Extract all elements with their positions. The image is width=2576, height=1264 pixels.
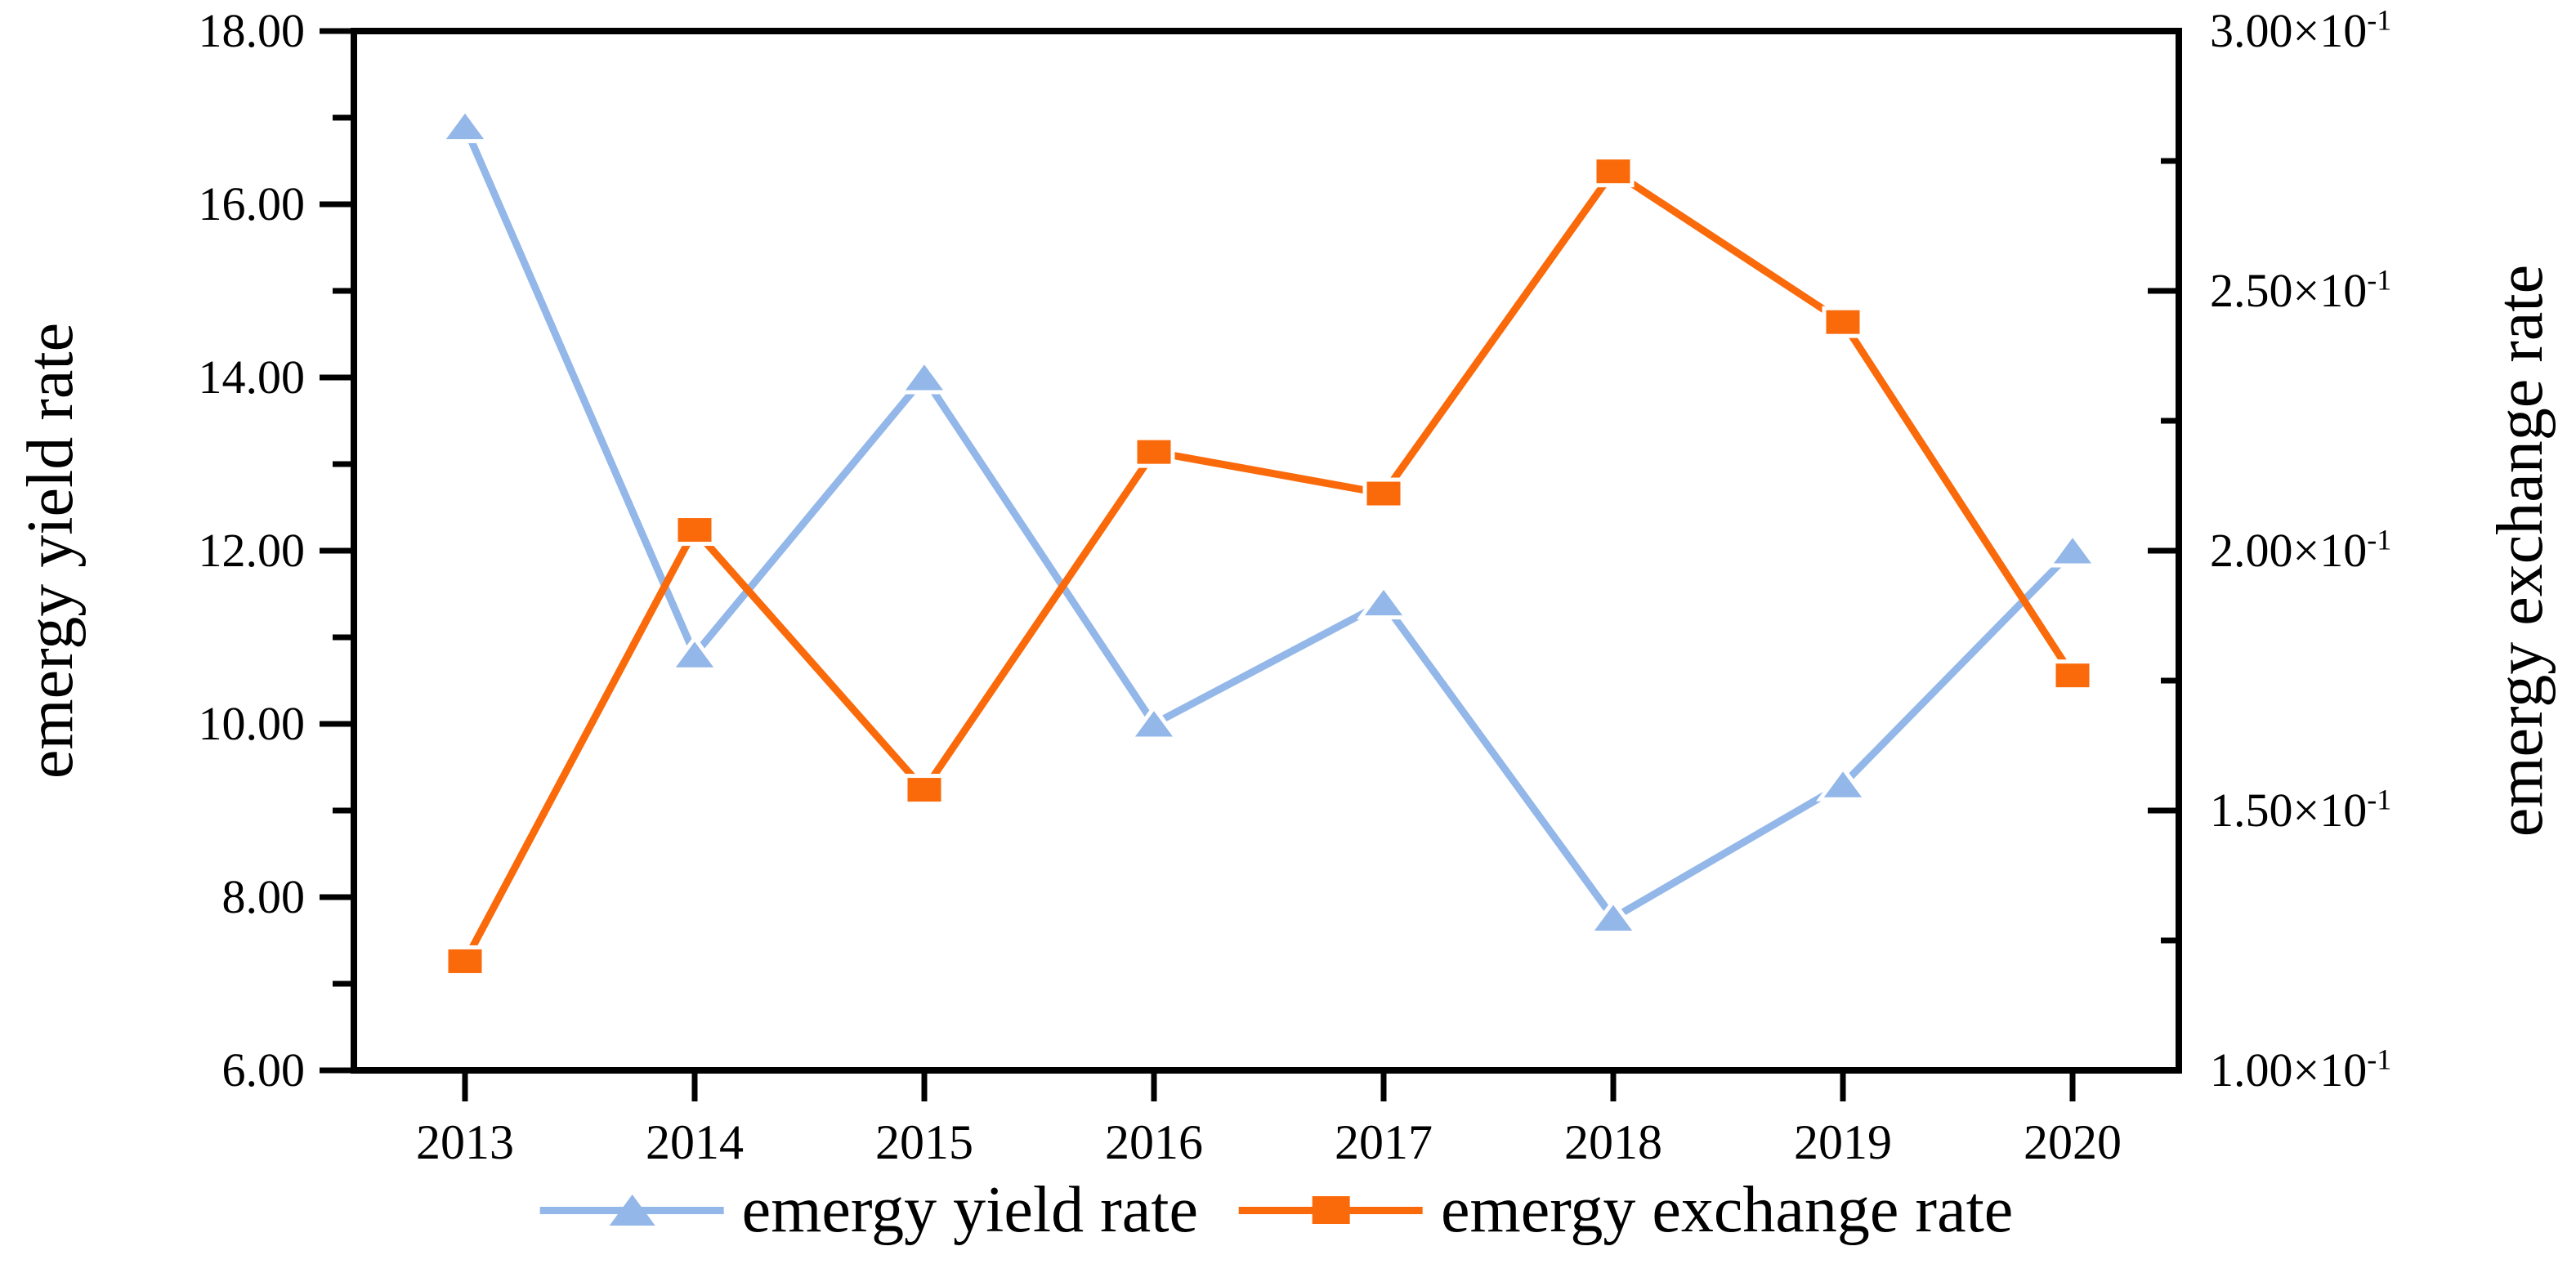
data-point-triangle bbox=[438, 106, 492, 144]
data-point-triangle bbox=[897, 357, 951, 395]
left-axis-tick-label: 16.00 bbox=[198, 177, 306, 230]
right-axis-tick-label: 2.50×10-1 bbox=[2210, 263, 2392, 317]
x-axis-year-label: 2016 bbox=[1105, 1115, 1203, 1169]
left-axis-tick-label: 14.00 bbox=[198, 351, 306, 404]
x-axis-year-label: 2017 bbox=[1335, 1115, 1433, 1169]
data-point-triangle bbox=[1357, 583, 1411, 620]
right-axis-tick-label: 2.00×10-1 bbox=[2210, 523, 2392, 577]
x-axis-year-label: 2020 bbox=[2024, 1115, 2122, 1169]
data-point-square bbox=[2051, 659, 2094, 692]
legend-label-yield: emergy yield rate bbox=[741, 1174, 1198, 1246]
data-point-square bbox=[444, 945, 486, 977]
right-axis-title: emergy exchange rate bbox=[2484, 264, 2556, 837]
legend-exchange-line-sample bbox=[1238, 1196, 1423, 1224]
series-line-exchange bbox=[462, 166, 2076, 963]
legend-square-marker-icon bbox=[1312, 1196, 1350, 1224]
data-point-square bbox=[1362, 477, 1405, 510]
data-point-triangle bbox=[668, 634, 722, 672]
data-point-square bbox=[1822, 306, 1864, 338]
left-axis-tick-label: 8.00 bbox=[221, 870, 306, 923]
data-point-triangle bbox=[1586, 898, 1640, 935]
right-axis-tick-label: 3.00×10-1 bbox=[2210, 3, 2392, 57]
left-axis-tick-label: 10.00 bbox=[198, 697, 306, 750]
x-axis-year-label: 2013 bbox=[416, 1115, 514, 1169]
data-point-triangle bbox=[1816, 764, 1870, 802]
legend-triangle-marker-icon bbox=[609, 1195, 655, 1226]
x-axis-year-label: 2015 bbox=[875, 1115, 973, 1169]
legend-label-exchange: emergy exchange rate bbox=[1440, 1174, 2014, 1246]
x-axis-year-label: 2014 bbox=[646, 1115, 744, 1169]
plot-frame bbox=[351, 28, 2182, 1074]
x-axis-year-label: 2019 bbox=[1794, 1115, 1892, 1169]
left-axis-tick-label: 6.00 bbox=[221, 1043, 306, 1097]
left-axis-tick-label: 18.00 bbox=[198, 4, 306, 57]
x-axis-year-label: 2018 bbox=[1564, 1115, 1662, 1169]
data-point-square bbox=[673, 514, 716, 547]
legend-yield-line-sample bbox=[539, 1195, 724, 1226]
left-axis-tick-label: 12.00 bbox=[198, 524, 306, 577]
right-axis-tick-label: 1.00×10-1 bbox=[2210, 1043, 2392, 1097]
data-point-triangle bbox=[2046, 530, 2100, 568]
data-point-square bbox=[903, 774, 946, 806]
data-point-square bbox=[1592, 155, 1635, 188]
data-point-square bbox=[1133, 435, 1175, 468]
data-point-triangle bbox=[1127, 703, 1181, 741]
legend: emergy yield rate emergy exchange rate bbox=[539, 1171, 2037, 1249]
right-axis-tick-label: 1.50×10-1 bbox=[2210, 783, 2392, 837]
series-line-yield bbox=[461, 124, 2076, 923]
